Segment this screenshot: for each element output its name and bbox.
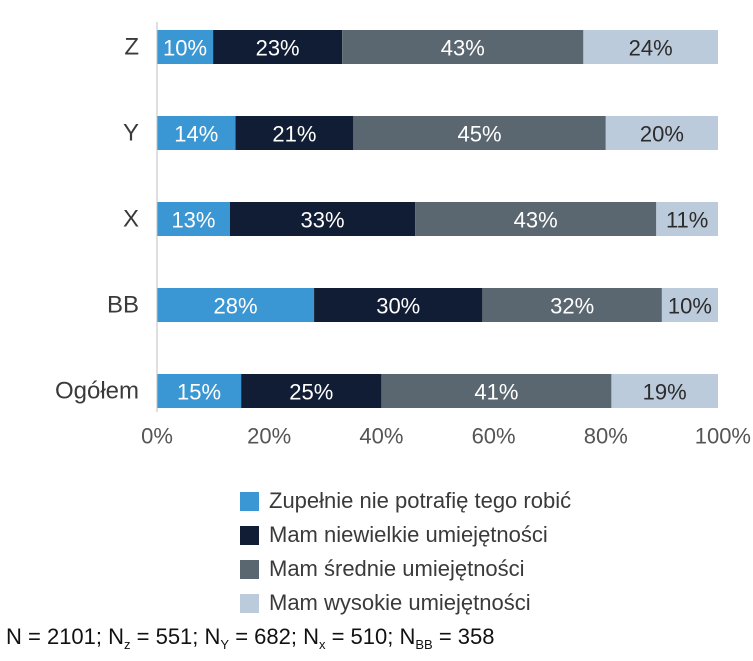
bar-segment	[583, 30, 718, 64]
bar-segment	[157, 116, 236, 150]
note-subscript: x	[318, 637, 326, 652]
legend-label: Mam wysokie umiejętności	[269, 590, 531, 615]
category-label: Y	[123, 120, 139, 147]
bars-group: Z 10% 23% 43% 24% Y 14% 21% 45% 20% X 13% 33% 43% 11% B…	[55, 30, 718, 408]
stacked-bar-chart: Z 10% 23% 43% 24% Y 14% 21% 45% 20% X 13% 33% 43% 11% B…	[55, 22, 751, 449]
bar-segment	[353, 116, 606, 150]
bar-segment	[342, 30, 584, 64]
legend-swatch	[240, 559, 259, 579]
bar-value-label: 43%	[514, 208, 558, 233]
bar-value-label: 41%	[474, 380, 518, 405]
note-text: = 551; N	[130, 624, 221, 649]
category-label: X	[123, 206, 139, 233]
bar-value-label: 10%	[668, 294, 712, 319]
legend: Zupełnie nie potrafię tego robić Mam niew…	[240, 484, 571, 620]
x-tick-label: 40%	[359, 424, 403, 449]
bar-value-label: 14%	[174, 122, 218, 147]
legend-label: Zupełnie nie potrafię tego robić	[269, 488, 572, 513]
bar-value-label: 24%	[629, 36, 673, 61]
bar-value-label: 33%	[300, 208, 344, 233]
bar-segment	[661, 288, 718, 322]
bar-segment	[229, 202, 416, 236]
note-text: = 682; N	[229, 624, 319, 649]
note-text: N = 2101; N	[6, 624, 125, 649]
legend-label: Mam niewielkie umiejętności	[269, 522, 548, 547]
note-text: = 358	[432, 624, 495, 649]
legend-swatch	[240, 491, 259, 511]
legend-item: Zupełnie nie potrafię tego robić	[240, 484, 571, 518]
category-label: Ogółem	[55, 378, 139, 405]
legend-item: Mam średnie umiejętności	[240, 552, 571, 586]
category-label: BB	[107, 292, 139, 319]
x-axis-ticks: 0% 20% 40% 60% 80% 100%	[141, 424, 751, 449]
bar-value-label: 23%	[256, 36, 300, 61]
legend-label: Mam średnie umiejętności	[269, 556, 525, 581]
bar-segment	[605, 116, 718, 150]
bar-value-label: 10%	[163, 36, 207, 61]
bar-value-label: 11%	[666, 208, 708, 233]
category-label: Z	[124, 34, 139, 61]
legend-swatch	[240, 525, 259, 545]
bar-segment	[482, 288, 662, 322]
note-text: = 510; N	[325, 624, 416, 649]
x-tick-label: 0%	[141, 424, 173, 449]
bar-segment	[656, 202, 718, 236]
bar-value-label: 20%	[640, 122, 684, 147]
bar-segment	[611, 374, 718, 408]
legend-item: Mam wysokie umiejętności	[240, 586, 571, 620]
note-subscript: Y	[220, 637, 230, 652]
sample-size-note: N = 2101; Nz = 551; NY = 682; Nx = 510; …	[6, 624, 494, 652]
bar-value-label: 25%	[289, 380, 333, 405]
legend-item: Mam niewielkie umiejętności	[240, 518, 571, 552]
bar-segment	[241, 374, 382, 408]
bar-segment	[314, 288, 483, 322]
bar-value-label: 28%	[214, 294, 258, 319]
bar-value-label: 45%	[458, 122, 502, 147]
bar-value-label: 30%	[376, 294, 420, 319]
x-tick-label: 80%	[584, 424, 628, 449]
bar-segment	[235, 116, 354, 150]
bar-value-label: 43%	[441, 36, 485, 61]
note-subscript: z	[124, 637, 131, 652]
bar-segment	[415, 202, 657, 236]
bar-segment	[157, 30, 214, 64]
x-tick-label: 20%	[247, 424, 291, 449]
bar-segment	[381, 374, 612, 408]
bar-value-label: 19%	[643, 380, 687, 405]
x-tick-label: 100%	[695, 424, 751, 449]
bar-segment	[157, 288, 315, 322]
bar-value-label: 21%	[272, 122, 316, 147]
x-tick-label: 60%	[472, 424, 516, 449]
bar-value-label: 13%	[171, 208, 215, 233]
bar-segment	[157, 202, 230, 236]
bar-segment	[213, 30, 343, 64]
bar-value-label: 32%	[550, 294, 594, 319]
note-subscript: BB	[415, 637, 433, 652]
legend-swatch	[240, 593, 259, 613]
bar-value-label: 15%	[177, 380, 221, 405]
bar-segment	[157, 374, 242, 408]
